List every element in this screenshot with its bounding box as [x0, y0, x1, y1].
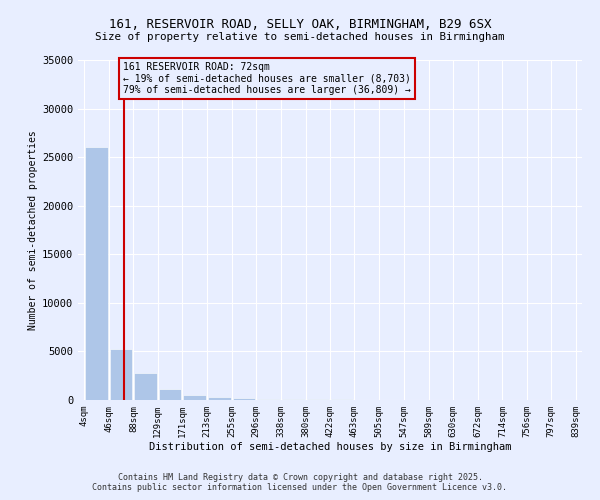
- Text: Contains HM Land Registry data © Crown copyright and database right 2025.
Contai: Contains HM Land Registry data © Crown c…: [92, 473, 508, 492]
- Bar: [184, 395, 206, 400]
- Bar: [158, 390, 181, 400]
- Bar: [85, 148, 107, 400]
- Bar: [110, 348, 133, 400]
- Bar: [282, 399, 305, 400]
- Text: Size of property relative to semi-detached houses in Birmingham: Size of property relative to semi-detach…: [95, 32, 505, 42]
- Y-axis label: Number of semi-detached properties: Number of semi-detached properties: [28, 130, 38, 330]
- Bar: [257, 398, 280, 400]
- Text: 161 RESERVOIR ROAD: 72sqm
← 19% of semi-detached houses are smaller (8,703)
79% : 161 RESERVOIR ROAD: 72sqm ← 19% of semi-…: [123, 62, 410, 95]
- Bar: [134, 373, 157, 400]
- Bar: [233, 398, 255, 400]
- Bar: [208, 397, 231, 400]
- Text: Distribution of semi-detached houses by size in Birmingham: Distribution of semi-detached houses by …: [149, 442, 511, 452]
- Bar: [307, 399, 329, 400]
- Text: 161, RESERVOIR ROAD, SELLY OAK, BIRMINGHAM, B29 6SX: 161, RESERVOIR ROAD, SELLY OAK, BIRMINGH…: [109, 18, 491, 30]
